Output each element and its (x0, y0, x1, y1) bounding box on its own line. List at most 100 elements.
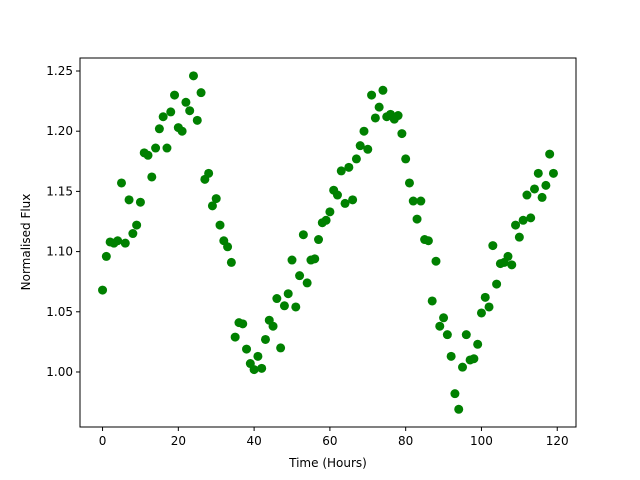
point (435, 321, 445, 331)
point (321, 215, 331, 225)
point (310, 254, 320, 264)
point (511, 220, 521, 230)
point (393, 111, 403, 121)
point (287, 255, 297, 265)
point (412, 214, 422, 224)
point (166, 107, 176, 117)
x-tick-label: 100 (470, 434, 493, 448)
point (257, 363, 267, 373)
point (533, 168, 543, 178)
point (541, 180, 551, 190)
point (298, 230, 308, 240)
point (514, 232, 524, 242)
point (401, 154, 411, 164)
point (249, 365, 259, 375)
y-tick-label: 1.00 (46, 365, 73, 379)
point (325, 207, 335, 217)
x-tick-label: 0 (99, 434, 107, 448)
point (260, 334, 270, 344)
x-tick-label: 80 (398, 434, 413, 448)
point (295, 271, 305, 281)
point (469, 354, 479, 364)
point (526, 213, 536, 223)
point (120, 238, 130, 248)
point (223, 242, 233, 252)
point (154, 124, 164, 134)
y-axis-label: Normalised Flux (19, 194, 33, 291)
point (348, 195, 358, 205)
point (518, 215, 528, 225)
point (439, 313, 449, 323)
point (367, 90, 377, 100)
y-tick-label: 1.15 (46, 184, 73, 198)
point (113, 236, 123, 246)
point (378, 85, 388, 95)
point (230, 332, 240, 342)
point (279, 301, 289, 311)
point (503, 251, 513, 261)
point (370, 113, 380, 123)
y-tick-label: 1.20 (46, 124, 73, 138)
point (253, 351, 263, 361)
point (135, 197, 145, 207)
plot-frame (79, 57, 577, 428)
point (416, 196, 426, 206)
point (473, 339, 483, 349)
point (272, 294, 282, 304)
point (344, 162, 354, 172)
point (476, 308, 486, 318)
point (302, 278, 312, 288)
point (314, 235, 324, 245)
point (537, 192, 547, 202)
x-axis-label: Time (Hours) (288, 456, 367, 470)
point (124, 195, 134, 205)
point (268, 321, 278, 331)
point (530, 184, 540, 194)
point (226, 257, 236, 267)
point (151, 143, 161, 153)
point (196, 88, 206, 98)
point (427, 296, 437, 306)
point (484, 302, 494, 312)
point (423, 236, 433, 246)
point (450, 389, 460, 399)
point (291, 302, 301, 312)
point (98, 285, 108, 295)
point (170, 90, 180, 100)
point (215, 220, 225, 230)
point (188, 71, 198, 81)
y-tick-label: 1.25 (46, 64, 73, 78)
point (177, 126, 187, 136)
point (374, 102, 384, 112)
point (185, 106, 195, 116)
point (404, 178, 414, 188)
point (181, 97, 191, 107)
point (192, 115, 202, 125)
point (458, 362, 468, 372)
point (132, 220, 142, 230)
point (351, 154, 361, 164)
point (492, 279, 502, 289)
point (446, 351, 456, 361)
point (238, 319, 248, 329)
point (211, 194, 221, 204)
point (207, 201, 217, 211)
point (276, 343, 286, 353)
point (336, 166, 346, 176)
point (488, 241, 498, 251)
point (340, 198, 350, 208)
point (397, 129, 407, 139)
point (283, 289, 293, 299)
point (507, 260, 517, 270)
point (431, 256, 441, 266)
point (147, 172, 157, 182)
point (359, 126, 369, 136)
point (522, 190, 532, 200)
x-tick-label: 120 (546, 434, 569, 448)
point (355, 141, 365, 151)
x-tick-label: 60 (322, 434, 337, 448)
y-tick-label: 1.05 (46, 305, 73, 319)
point (158, 112, 168, 122)
